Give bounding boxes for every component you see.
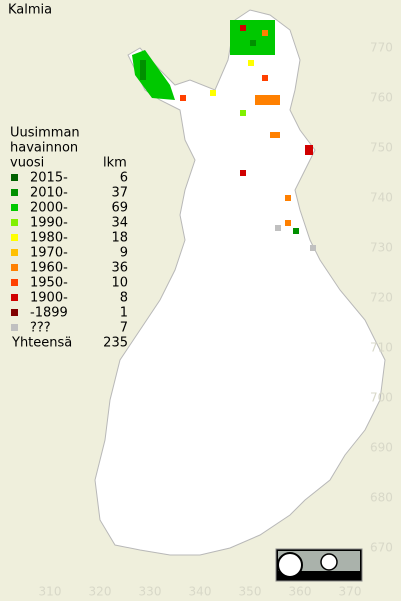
- observation-squares: [132, 20, 316, 251]
- legend-count: 6: [120, 171, 128, 186]
- legend-header: havainnon: [10, 141, 78, 156]
- legend-count: 36: [111, 261, 128, 276]
- legend-swatch: [11, 189, 18, 196]
- legend-count: 37: [111, 186, 128, 201]
- legend-count: 10: [111, 276, 128, 291]
- legend-label: ???: [30, 321, 51, 336]
- legend-header: vuosi: [10, 156, 44, 171]
- x-tick-label: 340: [189, 585, 212, 599]
- legend-swatch: [11, 294, 18, 301]
- legend-count-header: lkm: [103, 156, 127, 171]
- x-tick-label: 310: [39, 585, 62, 599]
- legend-label: 1980-: [30, 231, 68, 246]
- legend-header: Uusimman: [10, 126, 80, 141]
- x-tick-label: 350: [239, 585, 262, 599]
- legend-label: 2015-: [30, 171, 68, 186]
- legend-label: 2010-: [30, 186, 68, 201]
- legend-swatch: [11, 249, 18, 256]
- legend-count: 1: [120, 306, 128, 321]
- finland-outline: [94, 9, 386, 556]
- y-tick-label: 730: [370, 241, 393, 255]
- x-tick-label: 320: [89, 585, 112, 599]
- y-tick-label: 680: [370, 491, 393, 505]
- title: Kalmia: [8, 3, 52, 18]
- legend-label: 1970-: [30, 246, 68, 261]
- legend-swatch: [11, 219, 18, 226]
- legend-swatch: [11, 174, 18, 181]
- y-tick-label: 760: [370, 91, 393, 105]
- y-tick-label: 720: [370, 291, 393, 305]
- legend-label: 2000-: [30, 201, 68, 216]
- y-tick-label: 770: [370, 41, 393, 55]
- y-tick-label: 750: [370, 141, 393, 155]
- total-count: 235: [103, 336, 128, 351]
- legend-count: 9: [120, 246, 128, 261]
- legend-count: 34: [111, 216, 128, 231]
- x-tick-label: 360: [289, 585, 312, 599]
- legend-count: 69: [111, 201, 128, 216]
- x-tick-label: 330: [139, 585, 162, 599]
- legend-count: 8: [120, 291, 128, 306]
- legend-label: 1960-: [30, 261, 68, 276]
- legend-swatch: [11, 234, 18, 241]
- legend-count: 18: [111, 231, 128, 246]
- legend-swatch: [11, 204, 18, 211]
- legend-label: -1899: [30, 306, 68, 321]
- legend-swatch: [11, 309, 18, 316]
- legend-swatch: [11, 279, 18, 286]
- legend-label: 1900-: [30, 291, 68, 306]
- legend-label: 1990-: [30, 216, 68, 231]
- legend-swatch: [11, 324, 18, 331]
- y-tick-label: 710: [370, 341, 393, 355]
- legend-swatch: [11, 264, 18, 271]
- cc-badge: [275, 548, 363, 582]
- y-tick-label: 700: [370, 391, 393, 405]
- legend-label: 1950-: [30, 276, 68, 291]
- total-label: Yhteensä: [11, 336, 72, 351]
- x-tick-label: 370: [339, 585, 362, 599]
- y-tick-label: 690: [370, 441, 393, 455]
- y-tick-label: 670: [370, 541, 393, 555]
- y-tick-label: 740: [370, 191, 393, 205]
- legend-count: 7: [120, 321, 128, 336]
